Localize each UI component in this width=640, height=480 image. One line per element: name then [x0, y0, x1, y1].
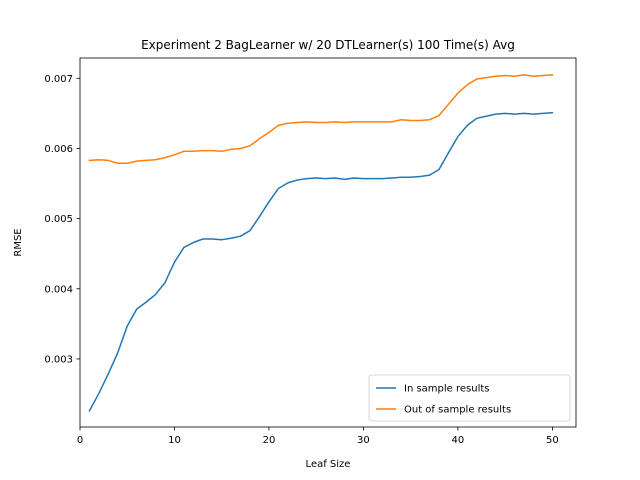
x-axis-label: Leaf Size: [306, 459, 351, 470]
x-tick-label: 30: [357, 435, 370, 446]
chart-title: Experiment 2 BagLearner w/ 20 DTLearner(…: [141, 38, 515, 52]
series-line-1: [88, 111, 554, 412]
series-line-2: [88, 74, 554, 164]
y-axis: 0.003 0.004 0.005 0.006 0.007: [44, 74, 80, 365]
axes-frame: [79, 57, 577, 428]
legend-label-1: In sample results: [404, 384, 490, 395]
y-tick-label: 0.005: [44, 214, 73, 225]
x-tick-label: 40: [452, 435, 465, 446]
legend: In sample results Out of sample results: [368, 374, 571, 422]
y-tick-label: 0.007: [44, 74, 73, 85]
legend-box: [368, 374, 571, 422]
y-tick-label: 0.003: [44, 354, 73, 365]
y-axis-label: RMSE: [13, 228, 24, 256]
x-tick-label: 0: [77, 435, 83, 446]
y-tick-label: 0.004: [44, 284, 73, 295]
x-tick-label: 20: [263, 435, 276, 446]
x-tick-label: 50: [546, 435, 559, 446]
x-axis: 0 10 20 30 40 50: [77, 427, 559, 446]
plot-lines: [88, 74, 554, 412]
legend-label-2: Out of sample results: [404, 405, 511, 416]
y-tick-label: 0.006: [44, 144, 73, 155]
x-tick-label: 10: [168, 435, 181, 446]
